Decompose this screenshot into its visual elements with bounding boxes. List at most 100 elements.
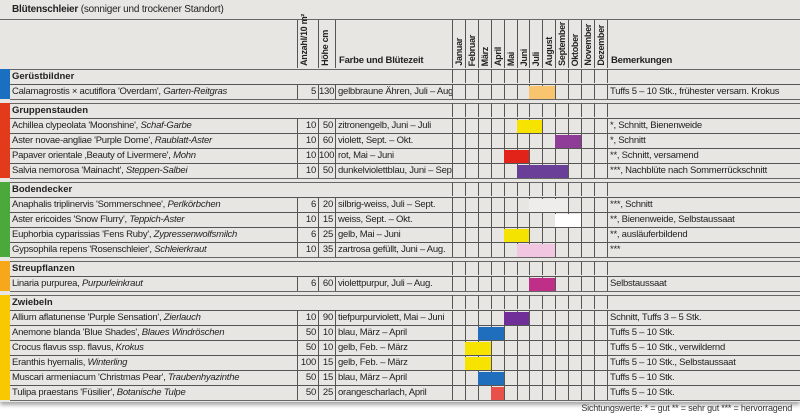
month-cell — [477, 386, 491, 400]
month-cell — [581, 182, 594, 196]
header-month-11-label: Dezember — [595, 25, 606, 66]
month-cell — [516, 326, 530, 340]
month-cell — [555, 341, 568, 355]
month-cell — [464, 243, 478, 257]
month-cell — [477, 261, 491, 275]
month-cell — [542, 182, 555, 196]
group-header-row — [10, 69, 800, 84]
month-cell — [452, 119, 465, 133]
remarks-divider — [607, 326, 608, 340]
height-cell: 100 — [318, 149, 335, 163]
month-cell — [490, 356, 504, 370]
common-name: Raublatt-Aster — [154, 135, 212, 146]
common-name: Traubenhyazinthe — [167, 372, 240, 383]
month-cell — [464, 85, 478, 99]
month-cell — [490, 85, 504, 99]
month-cell — [516, 261, 530, 275]
month-cell — [542, 119, 555, 133]
latin-name: Aster ericoides 'Snow Flurry', — [12, 214, 130, 225]
count-cell: 10 — [297, 311, 318, 325]
month-cell — [516, 386, 530, 400]
plant-table: Blütenschleier (sonniger und trockener S… — [0, 0, 800, 402]
remarks-cell: Tuffs 5 – 10 Stk., verwildernd — [610, 342, 726, 353]
divider — [10, 103, 800, 104]
plant-name: Anemone blanda 'Blue Shades', Blaues Win… — [12, 326, 297, 340]
month-cell — [503, 295, 517, 309]
month-cell — [529, 341, 542, 355]
bloom-cell: dunkelviolettblau, Juni – Sept. — [335, 164, 452, 178]
plant-name: Linaria purpurea, Purpurleinkraut — [12, 277, 297, 291]
remarks-divider — [607, 103, 608, 117]
month-cell — [516, 371, 530, 385]
group-title: Gruppenstauden — [12, 105, 89, 116]
bloom-period-bar — [516, 120, 543, 133]
remarks-divider — [607, 69, 608, 83]
month-cell — [464, 182, 478, 196]
month-cell — [464, 228, 478, 242]
month-cell — [542, 341, 555, 355]
common-name: Zierlauch — [163, 312, 201, 323]
group-title: Gerüstbildner — [12, 71, 75, 82]
month-cell — [581, 371, 594, 385]
header-month-8-label: September — [557, 22, 568, 66]
plant-name: Muscari armeniacum 'Christmas Pear', Tra… — [12, 371, 297, 385]
header-month-2-label: März — [479, 46, 490, 66]
month-cell — [452, 243, 465, 257]
plant-name: Tulipa praestans 'Füsilier', Botanische … — [12, 386, 297, 400]
month-cell — [464, 261, 478, 275]
height-cell: 60 — [318, 134, 335, 148]
month-cell — [593, 341, 607, 355]
group-header-row — [10, 261, 800, 276]
header-month-11: Dezember — [593, 20, 608, 68]
month-cell — [542, 386, 555, 400]
month-cell — [581, 277, 594, 291]
height-cell: 20 — [318, 198, 335, 212]
count-cell: 50 — [297, 326, 318, 340]
title-bold: Blütenschleier — [12, 4, 79, 15]
month-cell — [452, 277, 465, 291]
month-cell — [593, 311, 607, 325]
table-row: Aster novae-angliae 'Purple Dome', Raubl… — [10, 133, 800, 148]
bloom-period-bar — [516, 165, 569, 178]
remarks-cell: **, Bienenweide, Selbstaussaat — [610, 214, 735, 225]
count-cell: 100 — [297, 356, 318, 370]
table-row: Anemone blanda 'Blue Shades', Blaues Win… — [10, 325, 800, 340]
month-cell — [542, 295, 555, 309]
month-cell — [452, 326, 465, 340]
table-row: Allium aflatunense 'Purple Sensation', Z… — [10, 310, 800, 325]
month-cell — [568, 149, 581, 163]
latin-name: Anaphalis triplinervis 'Sommerschnee', — [12, 199, 168, 210]
bloom-period-bar — [529, 278, 556, 291]
month-cell — [490, 341, 504, 355]
bloom-period-bar — [477, 327, 504, 340]
month-cell — [452, 311, 465, 325]
month-cell — [568, 311, 581, 325]
month-cell — [529, 213, 542, 227]
month-cell — [593, 371, 607, 385]
remarks-divider — [607, 261, 608, 275]
header-month-9: Oktober — [568, 20, 582, 68]
header-month-1-label: Februar — [466, 34, 477, 66]
month-cell — [555, 103, 568, 117]
remarks-divider — [607, 243, 608, 257]
month-cell — [529, 371, 542, 385]
month-cell — [542, 134, 555, 148]
remarks-cell: **, ausläuferbildend — [610, 229, 688, 240]
month-cell — [452, 228, 465, 242]
month-cell — [516, 103, 530, 117]
month-cell — [542, 356, 555, 370]
plant-name: Euphorbia cyparissias 'Fens Ruby', Zypre… — [12, 228, 297, 242]
month-cell — [503, 371, 517, 385]
bloom-period-bar — [529, 199, 569, 212]
month-cell — [555, 261, 568, 275]
height-cell: 50 — [318, 119, 335, 133]
divider — [10, 182, 800, 183]
remarks-cell: Selbstaussaat — [610, 278, 667, 289]
month-cell — [490, 134, 504, 148]
latin-name: Anemone blanda 'Blue Shades', — [12, 327, 142, 338]
latin-name: Tulipa praestans 'Füsilier', — [12, 387, 117, 398]
bloom-period-bar — [555, 214, 581, 227]
month-cell — [542, 228, 555, 242]
remarks-cell: ***, Nachblüte nach Sommerrückschnitt — [610, 165, 768, 176]
